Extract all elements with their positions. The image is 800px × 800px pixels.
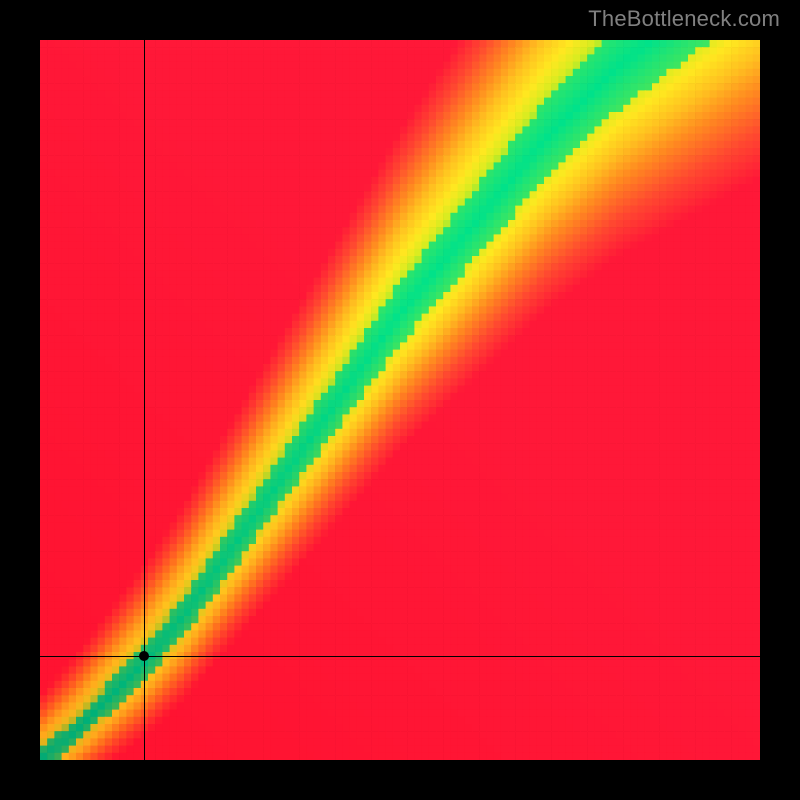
watermark-text: TheBottleneck.com [588,6,780,32]
chart-container: TheBottleneck.com [0,0,800,800]
plot-area [40,40,760,760]
marker-dot [139,651,149,661]
